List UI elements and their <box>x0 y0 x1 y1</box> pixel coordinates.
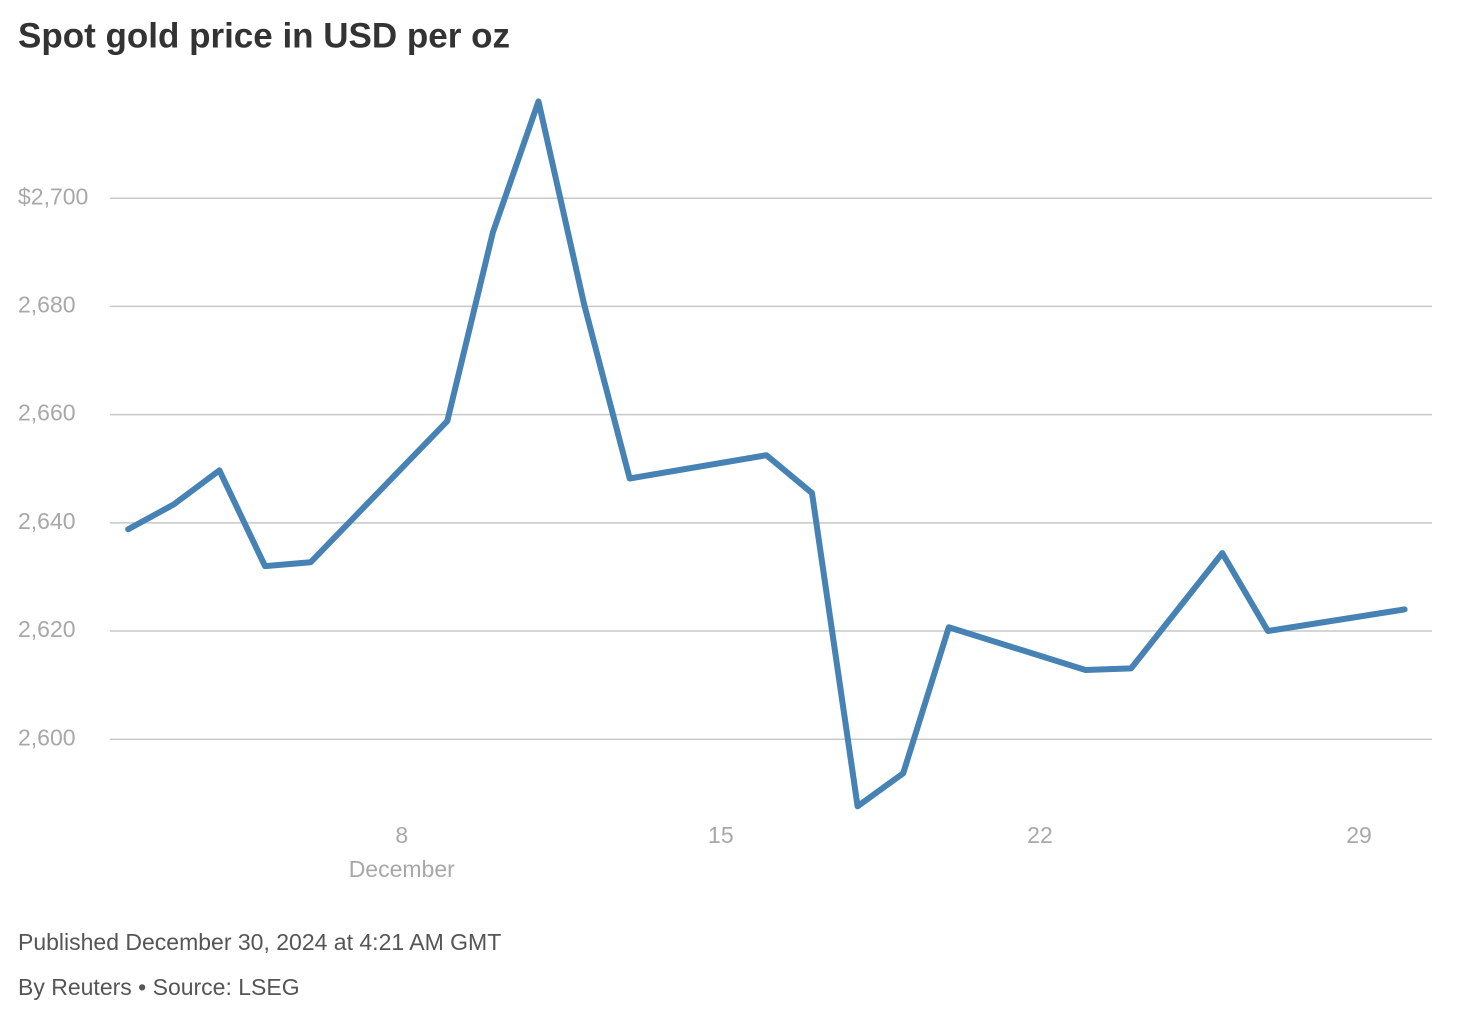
x-tick-label: 22 <box>1027 822 1053 848</box>
y-tick-label: 2,680 <box>18 291 76 317</box>
y-tick-label: 2,640 <box>18 508 76 534</box>
x-tick-label: 29 <box>1346 822 1372 848</box>
price-line <box>125 98 1408 810</box>
y-tick-label: 2,600 <box>18 724 76 750</box>
x-tick-label: 8 <box>395 822 408 848</box>
y-tick-label: $2,700 <box>18 183 88 209</box>
x-month-label: December <box>349 856 455 882</box>
x-tick-label: 15 <box>708 822 734 848</box>
published: Published December 30, 2024 at 4:21 AM G… <box>18 929 501 955</box>
source: By Reuters • Source: LSEG <box>18 974 300 1000</box>
y-tick-label: 2,660 <box>18 400 76 426</box>
chart-title: Spot gold price in USD per oz <box>18 16 510 55</box>
y-tick-label: 2,620 <box>18 616 76 642</box>
